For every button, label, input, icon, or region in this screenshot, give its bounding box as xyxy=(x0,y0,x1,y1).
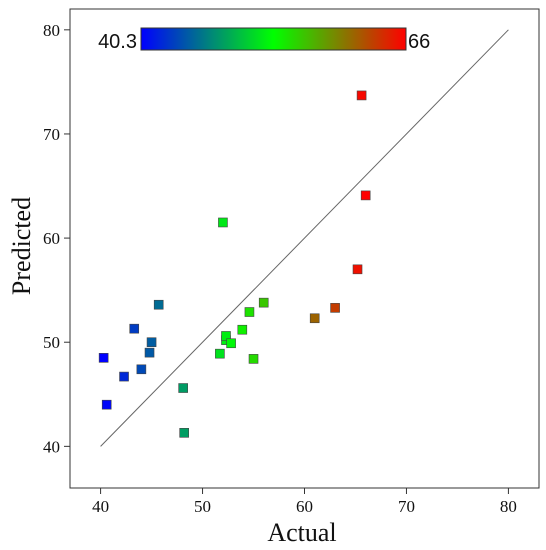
plot-frame xyxy=(69,8,540,489)
data-point xyxy=(144,347,155,358)
data-point xyxy=(101,399,112,410)
data-point xyxy=(258,297,269,308)
data-point xyxy=(356,90,367,101)
y-axis-ticks: 40 50 60 70 80 xyxy=(43,21,70,456)
data-point xyxy=(136,364,147,375)
colorbar-min-label: 40.3 xyxy=(98,31,137,53)
x-tick-label: 40 xyxy=(92,497,109,516)
data-point xyxy=(218,217,228,228)
data-point xyxy=(178,383,188,393)
data-point xyxy=(153,299,164,310)
x-tick-label: 50 xyxy=(194,497,211,516)
y-tick-label: 50 xyxy=(43,333,60,352)
colorbar-max-label: 66 xyxy=(408,31,430,53)
data-point xyxy=(309,313,320,324)
data-point xyxy=(146,337,157,348)
x-tick-label: 60 xyxy=(296,497,313,516)
data-point xyxy=(226,338,236,349)
data-point xyxy=(248,354,259,364)
data-point xyxy=(221,331,231,341)
data-point xyxy=(352,264,363,275)
reference-line xyxy=(100,29,509,447)
x-tick-label: 70 xyxy=(398,497,415,516)
data-point xyxy=(330,303,340,313)
y-tick-label: 80 xyxy=(43,21,60,40)
x-tick-label: 80 xyxy=(500,497,517,516)
y-tick-label: 70 xyxy=(43,125,60,144)
colorbar-gradient xyxy=(140,27,407,51)
colorbar: 40.3 66 xyxy=(98,27,430,53)
data-point xyxy=(237,324,248,335)
data-point xyxy=(119,371,129,382)
data-point xyxy=(215,348,225,359)
y-axis-title: Predicted xyxy=(7,197,36,295)
y-tick-label: 40 xyxy=(43,437,60,456)
y-tick-label: 60 xyxy=(43,229,60,248)
data-point xyxy=(244,307,255,317)
x-axis-title: Actual xyxy=(267,518,336,547)
data-points xyxy=(98,90,371,438)
data-point xyxy=(360,190,371,201)
data-point xyxy=(129,323,140,334)
data-point xyxy=(179,428,189,438)
data-point xyxy=(98,353,109,363)
x-axis-ticks: 40 50 60 70 80 xyxy=(92,488,517,516)
